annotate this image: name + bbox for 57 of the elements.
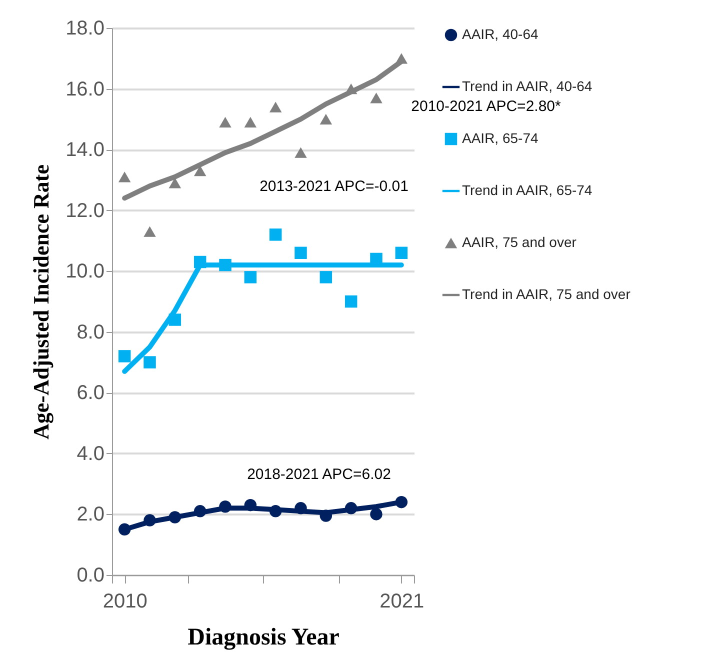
point bbox=[194, 256, 206, 268]
point bbox=[370, 92, 382, 104]
point bbox=[244, 116, 257, 128]
annotation: 2018-2021 APC=6.02 bbox=[247, 466, 391, 483]
y-tick-label: 14.0 bbox=[66, 139, 104, 162]
point bbox=[118, 523, 131, 536]
legend-label: AAIR, 75 and over bbox=[462, 234, 577, 250]
point bbox=[168, 314, 182, 326]
point bbox=[269, 102, 282, 112]
point bbox=[244, 271, 257, 284]
point bbox=[294, 502, 307, 514]
legend-label: Trend in AAIR, 65-74 bbox=[462, 182, 592, 198]
legend-label: Trend in AAIR, 40-64 bbox=[462, 78, 592, 94]
point bbox=[219, 500, 232, 513]
point bbox=[219, 258, 232, 272]
x-axis-title: Diagnosis Year bbox=[188, 624, 340, 650]
point bbox=[144, 226, 156, 237]
point bbox=[194, 505, 206, 518]
y-tick-label: 12.0 bbox=[66, 200, 104, 222]
point bbox=[144, 514, 156, 526]
point bbox=[118, 172, 131, 182]
point bbox=[294, 246, 307, 259]
point bbox=[320, 510, 332, 522]
y-tick-label: 16.0 bbox=[66, 78, 104, 100]
point bbox=[244, 498, 257, 512]
annotation: 2010-2021 APC=2.80* bbox=[411, 98, 562, 115]
legend-label: Trend in AAIR, 75 and over bbox=[462, 286, 631, 302]
point bbox=[395, 246, 408, 259]
point bbox=[344, 295, 358, 308]
y-tick-label: 8.0 bbox=[76, 321, 104, 344]
y-tick-label: 4.0 bbox=[76, 442, 104, 465]
y-axis-title: Age-Adjusted Incidence Rate bbox=[28, 164, 54, 440]
point bbox=[269, 228, 282, 241]
point bbox=[294, 147, 307, 158]
y-tick-label: 18.0 bbox=[66, 18, 104, 40]
y-tick-label: 2.0 bbox=[76, 504, 104, 526]
point bbox=[320, 271, 332, 284]
point bbox=[168, 178, 182, 188]
point bbox=[144, 356, 156, 368]
legend-label: AAIR, 65-74 bbox=[462, 130, 538, 146]
point bbox=[168, 511, 182, 524]
x-tick-label: 2010 bbox=[102, 590, 148, 612]
point bbox=[370, 508, 382, 520]
point bbox=[219, 116, 232, 128]
y-tick-label: 10.0 bbox=[66, 260, 104, 283]
point bbox=[395, 496, 408, 508]
annotation: 2013-2021 APC=-0.01 bbox=[260, 178, 408, 195]
point bbox=[194, 166, 206, 176]
legend-label: AAIR, 40-64 bbox=[462, 26, 538, 42]
point bbox=[395, 53, 408, 64]
point bbox=[269, 505, 282, 518]
point bbox=[118, 350, 131, 362]
point bbox=[344, 502, 358, 514]
x-tick-label: 2021 bbox=[380, 590, 424, 612]
point bbox=[320, 114, 332, 124]
y-tick-label: 0.0 bbox=[76, 564, 104, 586]
y-tick-label: 6.0 bbox=[76, 382, 104, 404]
